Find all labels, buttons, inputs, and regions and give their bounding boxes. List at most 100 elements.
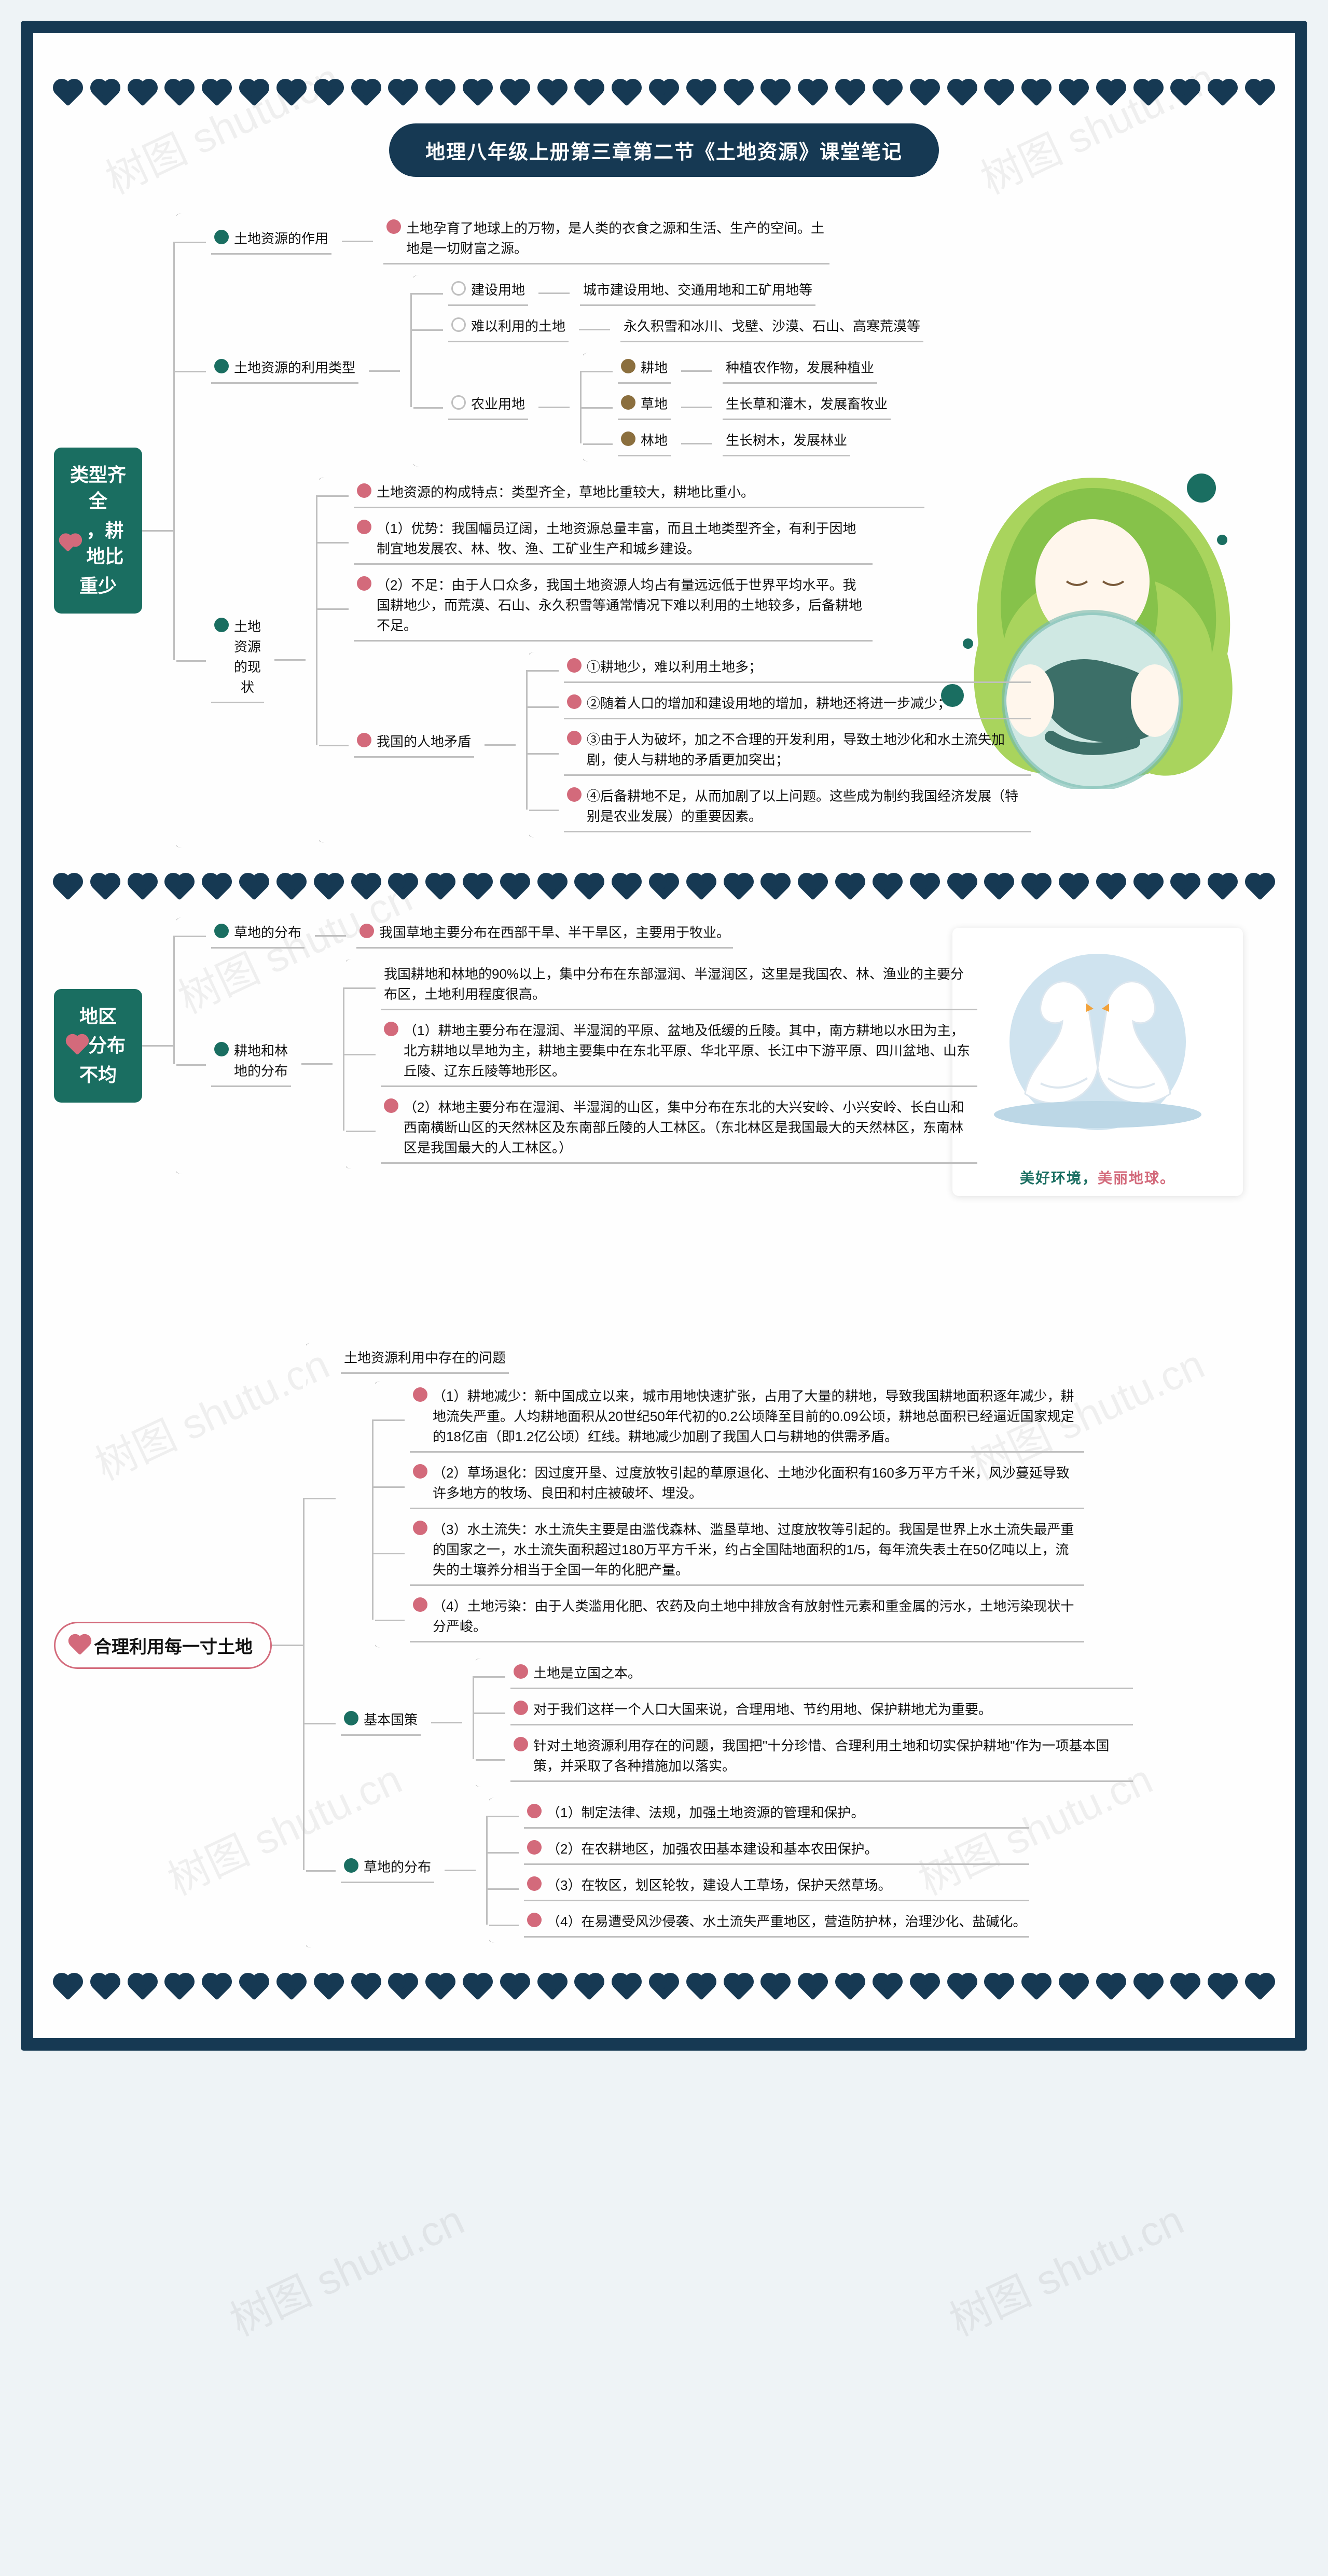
heart-icon	[279, 1975, 304, 2000]
heart-icon	[167, 875, 192, 900]
heart-icon	[1210, 81, 1235, 106]
node: 草地的分布	[341, 1857, 434, 1883]
bullet-icon	[384, 1022, 398, 1036]
bullet-icon	[621, 395, 635, 410]
bullet-icon	[451, 281, 466, 296]
node-text: （1）耕地主要分布在湿润、半湿润的平原、盆地及低缓的丘陵。其中，南方耕地以水田为…	[404, 1021, 974, 1081]
heart-icon	[465, 1975, 490, 2000]
node-text: （3）在牧区，划区轮牧，建设人工草场，保护天然草场。	[547, 1875, 1026, 1896]
bullet-icon	[214, 618, 229, 632]
heart-icon	[503, 81, 528, 106]
heart-icon	[987, 1975, 1012, 2000]
node: 生长树木，发展林业	[723, 430, 850, 456]
heart-icon	[56, 1975, 80, 2000]
heart-icon	[838, 81, 863, 106]
heart-icon	[353, 81, 378, 106]
bullet-icon	[214, 1042, 229, 1056]
bullet-icon	[514, 1737, 528, 1751]
heart-icon	[577, 1975, 602, 2000]
node: （3）水土流失：水土流失主要是由滥伐森林、滥垦草地、过度放牧等引起的。我国是世界…	[410, 1520, 1084, 1586]
root-text: 合理利用每一寸土地	[94, 1633, 253, 1658]
bullet-icon	[621, 431, 635, 446]
node-label: 土地资源的作用	[234, 229, 328, 249]
heart-icon	[577, 875, 602, 900]
heart-icon	[689, 1975, 714, 2000]
bullet-icon	[514, 1664, 528, 1679]
heart-icon	[1099, 1975, 1124, 2000]
heart-icon	[130, 81, 155, 106]
heart-icon	[1173, 81, 1198, 106]
heart-icon	[130, 1975, 155, 2000]
node: （4）土地污染：由于人类滥用化肥、农药及向土地中排放含有放射性元素和重金属的污水…	[410, 1596, 1084, 1642]
bullet-icon	[214, 924, 229, 938]
watermark: 树图 shutu.cn	[94, 45, 348, 206]
bullet-icon	[413, 1387, 427, 1402]
node-label: 土地资源的利用类型	[234, 358, 355, 378]
node: 耕地和林 地的分布	[211, 1041, 291, 1087]
watermark: 树图 shutu.cn	[939, 2187, 1192, 2348]
bullet-icon	[567, 658, 582, 673]
page-title: 地理八年级上册第三章第二节《土地资源》课堂笔记	[389, 123, 939, 177]
node: 林地	[618, 430, 671, 456]
node-label: 土地资源利用中存在的问题	[344, 1348, 506, 1368]
bullet-icon	[527, 1913, 542, 1927]
heart-icon	[689, 875, 714, 900]
heart-icon	[242, 875, 267, 900]
node-label: 我国的人地矛盾	[377, 732, 471, 752]
heart-icon	[279, 81, 304, 106]
heart-icon	[204, 81, 229, 106]
heart-icon	[763, 81, 788, 106]
heart-icon	[912, 1975, 937, 2000]
heart-icon	[1061, 875, 1086, 900]
heart-icon	[130, 875, 155, 900]
heart-icon	[204, 875, 229, 900]
bullet-icon	[413, 1597, 427, 1612]
heart-icon	[316, 875, 341, 900]
node: 土地资源的利用类型	[211, 358, 358, 384]
heart-icon	[391, 875, 416, 900]
heart-icon	[949, 875, 974, 900]
node: 土地资源的作用	[211, 229, 331, 255]
root-text: 不均	[79, 1062, 117, 1088]
bullet-icon	[413, 1464, 427, 1479]
node: ①耕地少，难以利用土地多；	[564, 657, 1031, 683]
node-label: 基本国策	[364, 1710, 418, 1730]
bullet-icon	[344, 1711, 358, 1725]
node-text: 针对土地资源利用存在的问题，我国把"十分珍惜、合理利用土地和切实保护耕地"作为一…	[533, 1736, 1130, 1776]
bullet-icon	[357, 733, 371, 747]
heart-icon	[800, 1975, 825, 2000]
node: 我国草地主要分布在西部干旱、半干旱区，主要用于牧业。	[356, 923, 733, 949]
heart-icon	[949, 81, 974, 106]
node: 我国耕地和林地的90%以上，集中分布在东部湿润、半湿润区，这里是我国农、林、渔业…	[381, 964, 977, 1010]
heart-icon	[465, 81, 490, 106]
heart-icon	[875, 875, 900, 900]
root-text: 重少	[79, 573, 117, 599]
heart-icon	[204, 1975, 229, 2000]
heart-icon	[540, 81, 565, 106]
node-text: 土地是立国之本。	[533, 1663, 1130, 1683]
node-text: 城市建设用地、交通用地和工矿用地等	[583, 280, 812, 300]
node-text: （2）林地主要分布在湿润、半湿润的山区，集中分布在东北的大兴安岭、小兴安岭、长白…	[404, 1097, 974, 1158]
node-text: 永久积雪和冰川、戈壁、沙漠、石山、高寒荒漠等	[624, 316, 920, 337]
node: 农业用地	[448, 394, 528, 420]
heart-icon	[838, 1975, 863, 2000]
bullet-icon	[214, 359, 229, 373]
bullet-icon	[359, 924, 374, 938]
heart-icon	[1210, 1975, 1235, 2000]
heart-icon	[652, 81, 676, 106]
node: 土地孕育了地球上的万物，是人类的衣食之源和生活、生产的空间。土地是一切财富之源。	[383, 218, 829, 264]
heart-icon	[353, 1975, 378, 2000]
node-text: （3）水土流失：水土流失主要是由滥伐森林、滥垦草地、过度放牧等引起的。我国是世界…	[433, 1520, 1081, 1580]
bullet-icon	[413, 1521, 427, 1535]
node: （2）在农耕地区，加强农田基本建设和基本农田保护。	[524, 1839, 1029, 1865]
heart-icon	[61, 535, 78, 552]
node: 草地的分布	[211, 923, 305, 949]
heart-icon	[912, 81, 937, 106]
bullet-icon	[451, 395, 466, 410]
caption-a: 美好环境，	[1020, 1170, 1098, 1186]
node: （1）耕地减少：新中国成立以来，城市用地快速扩张，占用了大量的耕地，导致我国耕地…	[410, 1386, 1084, 1453]
node-label: 耕地	[641, 358, 668, 378]
heart-icon	[652, 1975, 676, 2000]
node: 我国的人地矛盾	[354, 732, 474, 758]
bullet-icon	[386, 219, 401, 234]
